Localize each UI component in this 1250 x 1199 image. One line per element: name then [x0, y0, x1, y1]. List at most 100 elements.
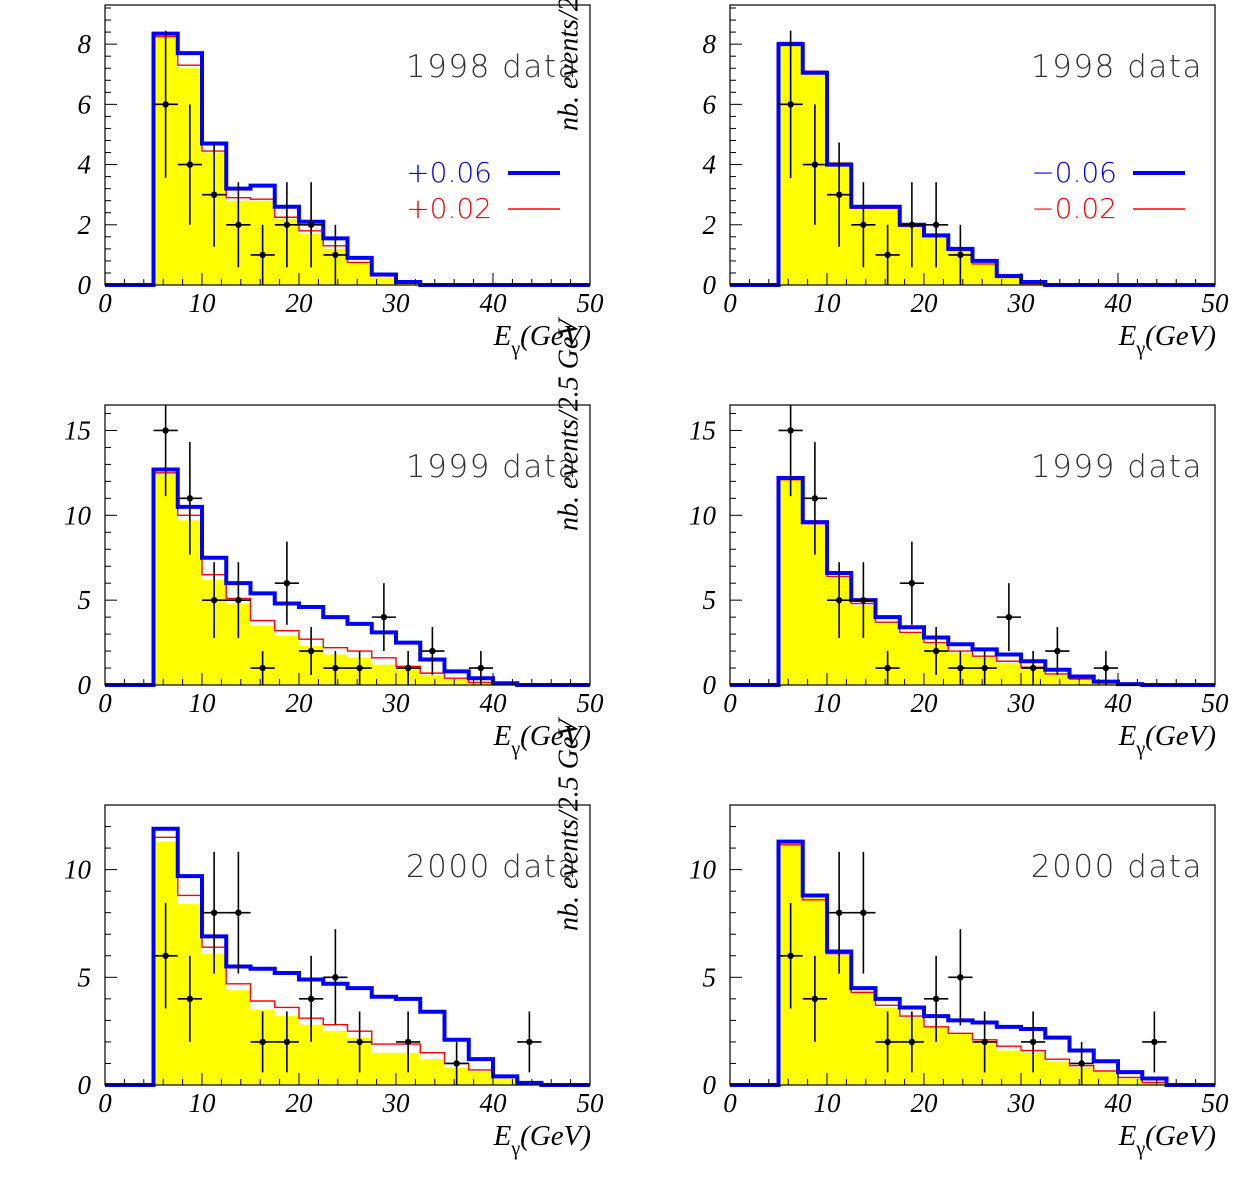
- point-marker: [429, 648, 435, 654]
- x-tick-label: 50: [577, 1088, 605, 1118]
- point-marker: [884, 252, 890, 258]
- data-year-annotation: 2000 data: [1031, 849, 1203, 885]
- y-tick-label: 6: [703, 89, 717, 119]
- data-year-annotation: 2000 data: [406, 849, 578, 885]
- y-tick-label: 10: [689, 855, 717, 885]
- x-tick-label: 30: [382, 1088, 411, 1118]
- histogram-panel: 0 10 20 30 40 50 0 2 4 6 8 1998 data −0.06 −0.02 nb. e…: [625, 0, 1250, 399]
- x-tick-label: 30: [1007, 288, 1036, 318]
- x-tick-label: 40: [1105, 288, 1133, 318]
- x-tick-label: 10: [814, 688, 842, 718]
- point-marker: [836, 909, 842, 915]
- point-marker: [211, 597, 217, 603]
- point-marker: [884, 665, 890, 671]
- y-tick-label: 5: [78, 585, 92, 615]
- point-marker: [909, 1039, 915, 1045]
- x-tick-label: 40: [1105, 1088, 1133, 1118]
- y-tick-label: 10: [64, 500, 92, 530]
- point-marker: [1103, 665, 1109, 671]
- histogram-panel: 01020304050024681998 data+0.06+0.02nb. e…: [0, 0, 625, 399]
- x-axis-label-main: E: [1119, 1120, 1137, 1152]
- point-marker: [909, 222, 915, 228]
- point-marker: [308, 648, 314, 654]
- x-tick-label: 40: [480, 1088, 508, 1118]
- x-tick-label: 30: [382, 688, 411, 718]
- data-point: [420, 627, 444, 675]
- data-year-annotation: 1998 data: [406, 49, 578, 85]
- x-tick-label: 30: [1007, 1088, 1036, 1118]
- y-tick-label: 6: [78, 89, 92, 119]
- point-marker: [860, 597, 866, 603]
- y-tick-label: 5: [78, 962, 92, 992]
- point-marker: [332, 665, 338, 671]
- histogram-panel: 0102030405005102000 datanb. events/2.5 G…: [0, 800, 625, 1199]
- legend-label: −0.06: [1031, 156, 1117, 189]
- x-tick-label: 40: [480, 688, 508, 718]
- data-point: [226, 852, 250, 974]
- point-marker: [812, 161, 818, 167]
- point-marker: [332, 974, 338, 980]
- y-tick-label: 0: [703, 670, 717, 700]
- y-axis-label: nb. events/2.5 GeV: [555, 320, 583, 532]
- point-marker: [235, 222, 241, 228]
- data-point: [275, 542, 299, 625]
- x-axis-label-subscript: γ: [511, 338, 520, 360]
- point-marker: [1006, 614, 1012, 620]
- y-tick-label: 0: [78, 270, 92, 300]
- point-marker: [405, 665, 411, 671]
- x-tick-label: 10: [189, 288, 217, 318]
- x-tick-label: 30: [382, 288, 411, 318]
- point-marker: [860, 909, 866, 915]
- x-tick-label: 20: [286, 688, 314, 718]
- legend-label: +0.02: [406, 192, 492, 225]
- point-marker: [1078, 1060, 1084, 1066]
- x-tick-label: 10: [814, 1088, 842, 1118]
- point-marker: [308, 222, 314, 228]
- x-axis-label-subscript: γ: [1136, 738, 1145, 760]
- x-tick-label: 20: [286, 288, 314, 318]
- y-axis-label: nb. events/2.5 GeV: [555, 0, 583, 131]
- point-marker: [453, 1060, 459, 1066]
- point-marker: [933, 996, 939, 1002]
- point-marker: [332, 252, 338, 258]
- y-tick-label: 15: [689, 415, 716, 445]
- point-marker: [836, 191, 842, 197]
- x-tick-label: 50: [577, 288, 605, 318]
- data-point: [997, 583, 1021, 651]
- data-point: [1142, 1011, 1166, 1072]
- x-tick-label: 10: [189, 1088, 217, 1118]
- point-marker: [259, 1039, 265, 1045]
- point-marker: [162, 953, 168, 959]
- y-tick-label: 10: [689, 500, 717, 530]
- x-tick-label: 50: [1202, 1088, 1230, 1118]
- point-marker: [836, 597, 842, 603]
- y-tick-label: 4: [78, 150, 92, 180]
- y-tick-label: 0: [703, 1070, 717, 1100]
- x-axis-label-main: E: [494, 720, 512, 752]
- x-axis-label-main: E: [1119, 720, 1137, 752]
- y-tick-label: 0: [78, 1070, 92, 1100]
- data-year-annotation: 1999 data: [406, 449, 578, 485]
- point-marker: [478, 665, 484, 671]
- x-tick-label: 50: [1202, 688, 1230, 718]
- point-marker: [235, 597, 241, 603]
- x-tick-label: 50: [1202, 288, 1230, 318]
- y-tick-label: 8: [78, 29, 92, 59]
- data-point: [517, 1011, 541, 1072]
- x-axis-label-subscript: γ: [511, 1138, 520, 1160]
- x-tick-label: 0: [98, 288, 112, 318]
- point-marker: [787, 427, 793, 433]
- x-tick-label: 20: [911, 688, 939, 718]
- point-marker: [909, 580, 915, 586]
- legend-label: −0.02: [1031, 192, 1117, 225]
- histogram-panel: 0102030405005102000 datanb. events/2.5 G…: [625, 800, 1250, 1199]
- point-marker: [235, 909, 241, 915]
- data-year-annotation: 1998 data: [1031, 49, 1203, 85]
- x-tick-label: 40: [480, 288, 508, 318]
- x-tick-label: 40: [1105, 688, 1133, 718]
- point-marker: [787, 101, 793, 107]
- x-axis-label-main: E: [1119, 320, 1137, 352]
- point-marker: [1151, 1039, 1157, 1045]
- point-marker: [957, 252, 963, 258]
